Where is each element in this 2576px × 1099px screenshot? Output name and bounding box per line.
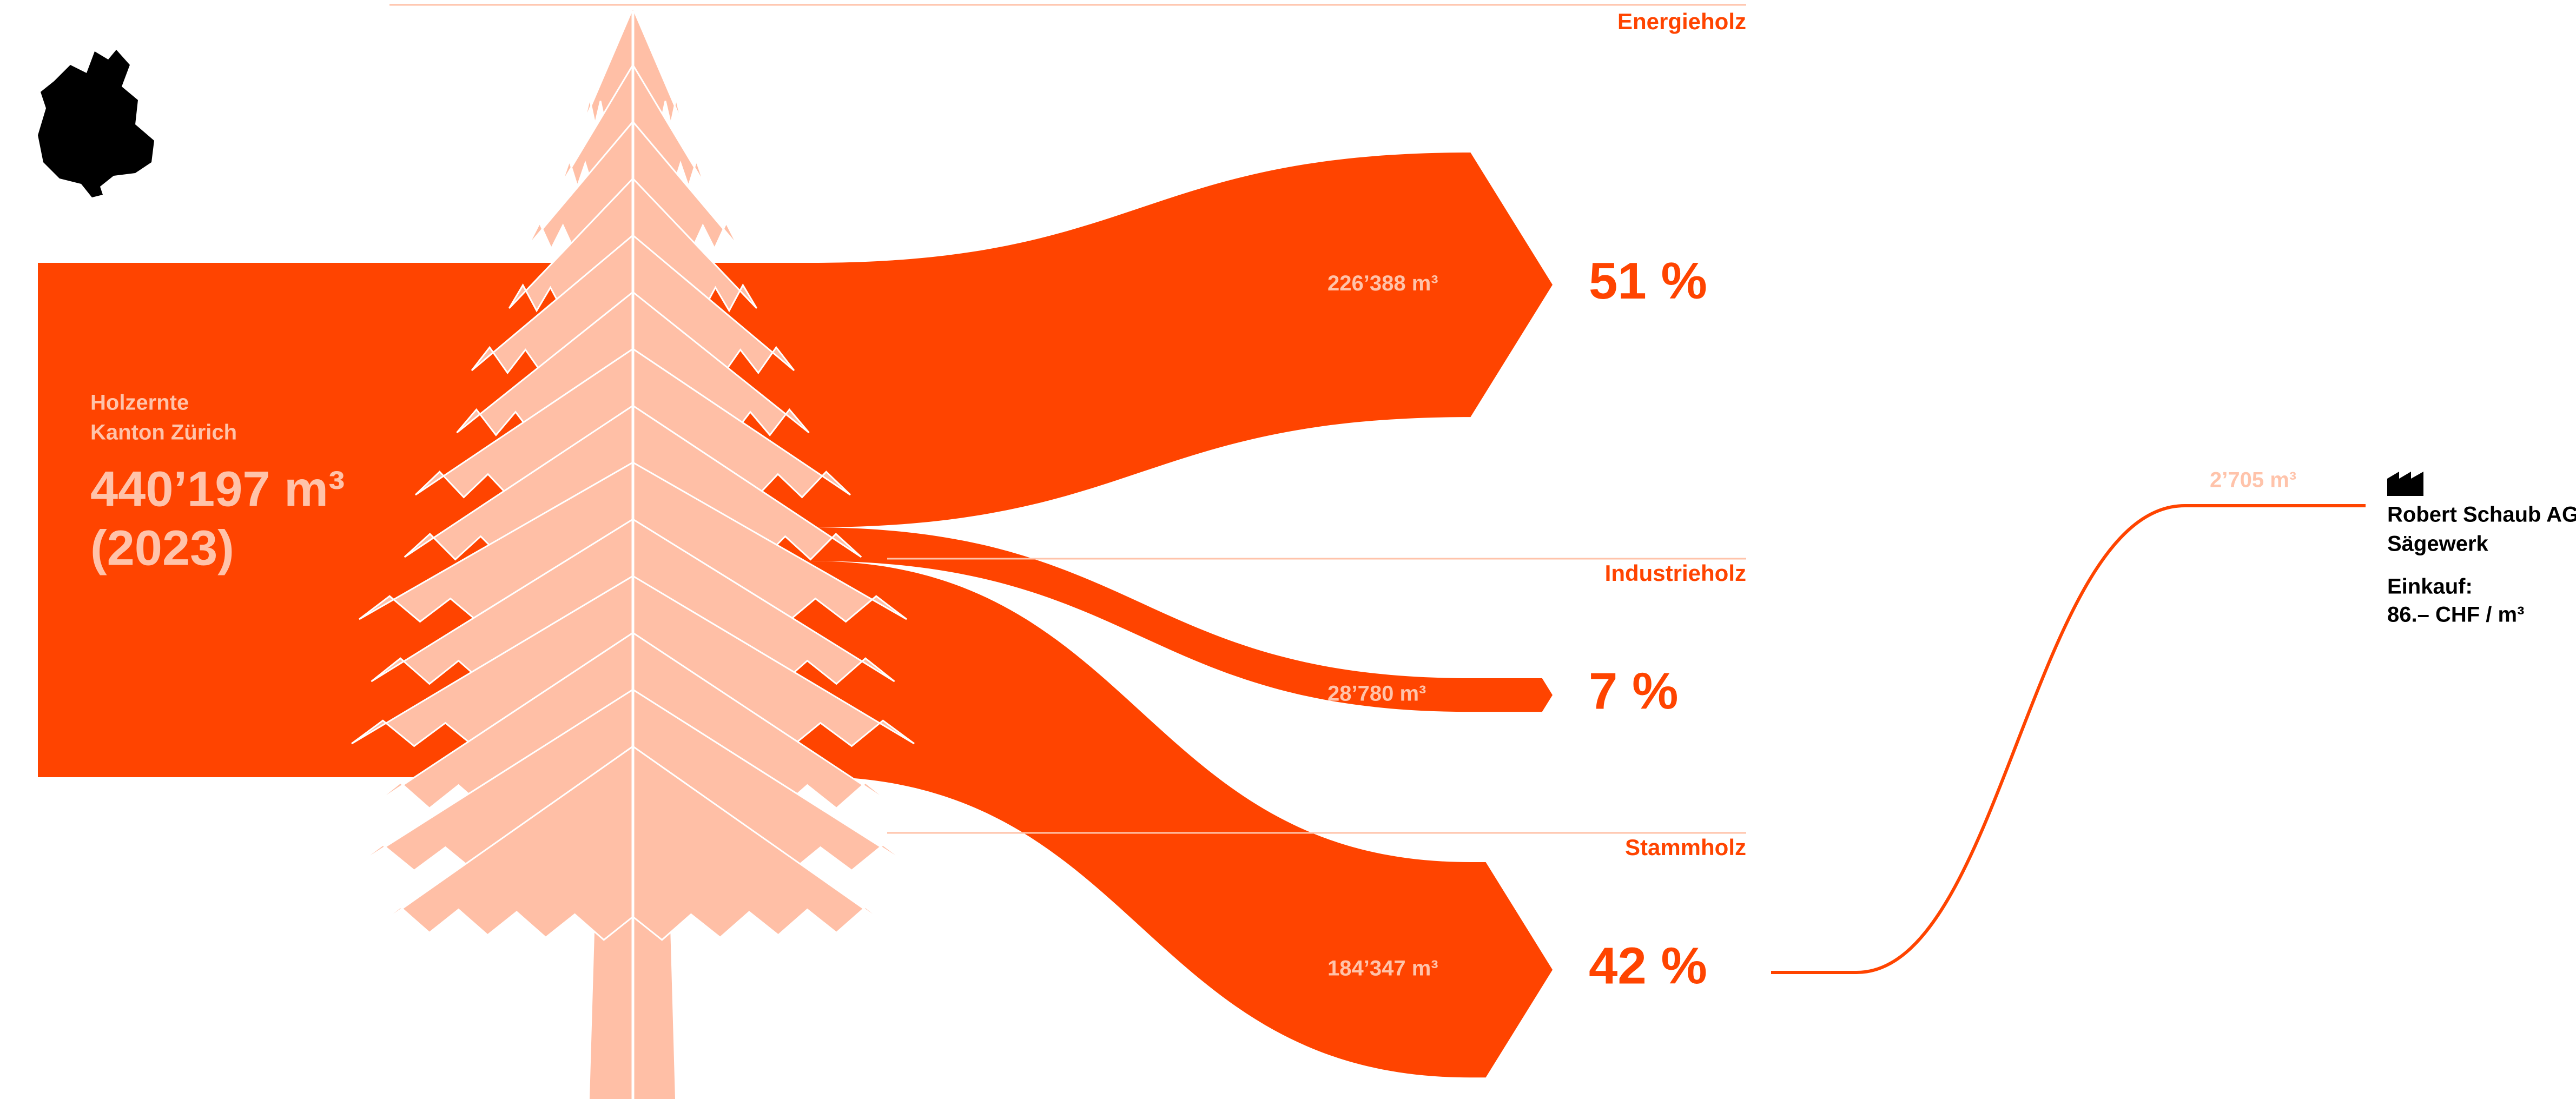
downstream-line [1771, 504, 2366, 974]
flow-value-label: 184’347 m³ [1327, 957, 1438, 981]
share-label: 7 % [1589, 662, 1678, 720]
flow-band [811, 527, 1553, 712]
flow-value-label: 226’388 m³ [1327, 272, 1438, 295]
canton-map [38, 50, 154, 197]
category-label: Stammholz [1625, 835, 1746, 860]
share-label: 51 % [1589, 252, 1707, 310]
downstream-value: 2’705 m³ [2210, 468, 2296, 492]
price-label: 86.– CHF / m³ [2387, 603, 2524, 627]
source-label: Kanton Zürich [90, 421, 237, 445]
share-label: 42 % [1589, 937, 1707, 995]
source-value: 440’197 m³ [90, 461, 345, 517]
category-label: Energieholz [1617, 9, 1746, 34]
source-label: Holzernte [90, 391, 189, 415]
category-label: Industrieholz [1605, 560, 1746, 586]
flow-band [811, 153, 1553, 528]
company-name: Robert Schaub AG [2387, 503, 2576, 527]
price-title: Einkauf: [2387, 575, 2473, 599]
factory-icon [2387, 472, 2423, 496]
labels: Energieholz 226’388 m³ 51 % Industrieholz 28… [90, 4, 2576, 995]
source-year: (2023) [90, 520, 234, 575]
flow-value-label: 28’780 m³ [1327, 682, 1426, 706]
company-type: Sägewerk [2387, 532, 2489, 556]
flow-band [811, 561, 1553, 1078]
tree [351, 6, 915, 1099]
